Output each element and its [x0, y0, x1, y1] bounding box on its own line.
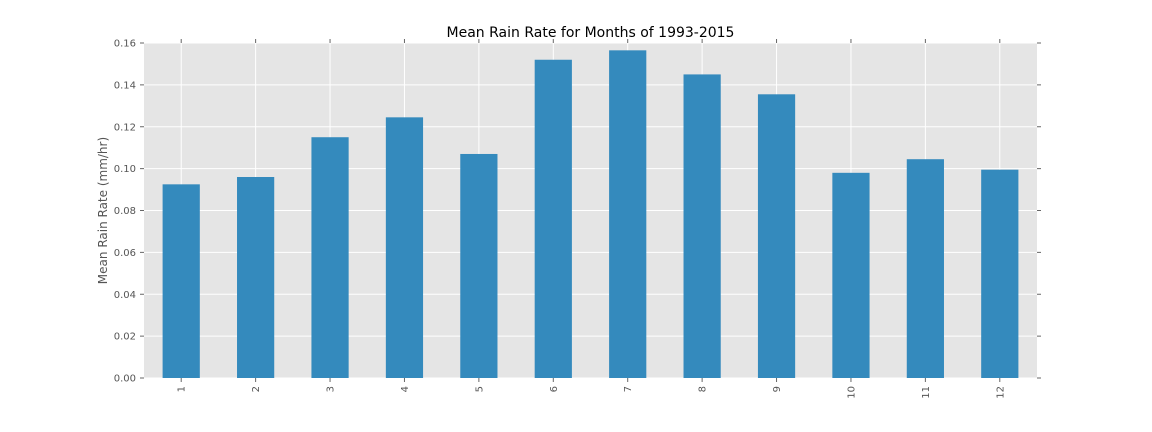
- y-tick-label: 0.04: [114, 290, 136, 301]
- bar-month-12: [981, 169, 1019, 378]
- y-tick-label: 0.12: [114, 122, 136, 133]
- bar-month-8: [683, 74, 721, 378]
- bar-month-4: [385, 117, 424, 378]
- bar-month-2: [237, 177, 275, 378]
- y-tick-label: 0.14: [114, 80, 136, 91]
- x-tick-label: 7: [623, 386, 634, 392]
- bar-month-1: [162, 184, 200, 378]
- y-tick-label: 0.06: [114, 248, 136, 259]
- x-tick-label: 3: [326, 386, 337, 392]
- x-tick-labels: 1 2 3 4 5 6 7 8 9 10 11 12: [177, 386, 1007, 399]
- x-tick-label: 11: [921, 386, 932, 399]
- y-tick-labels: 0.00 0.02 0.04 0.06 0.08 0.10 0.12 0.14 0.16: [114, 39, 136, 385]
- x-tick-label: 2: [251, 386, 262, 392]
- y-axis-title: Mean Rain Rate (mm/hr): [96, 137, 110, 284]
- y-tick-label: 0.16: [114, 39, 136, 50]
- x-tick-label: 1: [177, 386, 188, 392]
- x-tick-label: 10: [846, 386, 857, 399]
- bar-month-6: [534, 59, 572, 378]
- y-tick-label: 0.02: [114, 332, 136, 343]
- chart-title: Mean Rain Rate for Months of 1993-2015: [447, 25, 735, 41]
- x-tick-label: 12: [995, 386, 1006, 399]
- bars: [162, 50, 1019, 378]
- x-tick-label: 9: [772, 386, 783, 392]
- y-tick-label: 0.08: [114, 206, 136, 217]
- axis-ticks: [140, 39, 1041, 382]
- bar-month-3: [311, 137, 349, 378]
- bar-month-10: [832, 172, 870, 378]
- x-tick-label: 4: [400, 386, 411, 392]
- x-tick-label: 6: [549, 386, 560, 392]
- x-tick-label: 5: [474, 386, 485, 392]
- y-tick-label: 0.00: [114, 374, 136, 385]
- x-tick-label: 8: [698, 386, 709, 392]
- bar-month-11: [906, 159, 944, 378]
- bar-month-7: [609, 50, 647, 378]
- y-tick-label: 0.10: [114, 164, 136, 175]
- bar-month-5: [460, 153, 498, 378]
- bar-month-9: [757, 94, 796, 378]
